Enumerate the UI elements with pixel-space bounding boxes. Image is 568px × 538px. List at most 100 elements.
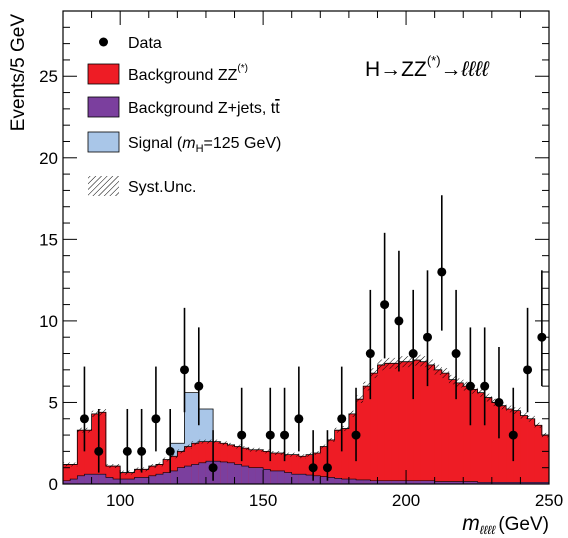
zjets-background-bar bbox=[334, 478, 343, 484]
zjets-background-bar bbox=[356, 479, 364, 484]
zjets-background-bar bbox=[527, 482, 536, 484]
zz-background-bar bbox=[84, 430, 92, 484]
signal-bar bbox=[184, 392, 193, 447]
zjets-background-bar bbox=[98, 474, 107, 484]
zz-background-bar bbox=[448, 379, 457, 484]
zjets-background-bar bbox=[363, 479, 371, 484]
zz-background-bar bbox=[327, 439, 335, 484]
data-point bbox=[322, 463, 332, 473]
y-tick-label: 25 bbox=[39, 67, 58, 86]
zz-background-bar bbox=[263, 451, 271, 484]
zz-background-bar bbox=[498, 405, 507, 484]
data-point bbox=[237, 430, 247, 440]
zjets-background-bar bbox=[148, 475, 157, 484]
y-tick-label: 20 bbox=[39, 149, 58, 168]
legend-zjets-text: Background Z+jets, t bbox=[128, 100, 276, 117]
zz-background-bar bbox=[163, 459, 171, 484]
data-point bbox=[494, 397, 504, 407]
legend-zz-sup: (*) bbox=[237, 63, 248, 74]
zjets-background-bar bbox=[263, 469, 271, 484]
zjets-background-bar bbox=[270, 470, 278, 484]
zz-background-bar bbox=[427, 364, 436, 484]
zjets-background-bar bbox=[298, 474, 307, 484]
zjets-background-bar bbox=[205, 461, 214, 484]
zjets-background-bar bbox=[70, 479, 78, 484]
legend-zz-text: Background ZZ bbox=[128, 67, 238, 84]
zjets-background-bar bbox=[491, 482, 500, 484]
legend-zz-label: Background ZZ(*) bbox=[128, 63, 248, 84]
zjets-background-bar bbox=[477, 482, 486, 484]
zz-background-bar bbox=[398, 361, 407, 484]
zz-background-bar bbox=[363, 386, 371, 484]
x-axis-label-unit: (GeV) bbox=[498, 514, 549, 535]
zz-background-bar bbox=[541, 435, 549, 484]
zz-background-bar bbox=[134, 469, 143, 484]
zz-background-bar bbox=[113, 466, 121, 484]
process-label-main: H→ZZ bbox=[365, 58, 427, 81]
zjets-background-bar bbox=[291, 474, 300, 484]
legend-signal-post: =125 GeV) bbox=[204, 135, 282, 152]
x-tick-label: 100 bbox=[106, 491, 134, 510]
data-point bbox=[79, 414, 89, 424]
x-tick-label: 150 bbox=[249, 491, 277, 510]
zjets-background-bar bbox=[427, 480, 436, 484]
signal-outline bbox=[169, 392, 214, 457]
zz-background-bar bbox=[527, 418, 536, 484]
zz-background-bar bbox=[370, 373, 378, 484]
data-point bbox=[552, 431, 561, 440]
data-point bbox=[294, 414, 304, 424]
zjets-background-bar bbox=[127, 479, 135, 484]
zz-background-bar bbox=[463, 386, 471, 484]
zz-background-bar bbox=[184, 446, 193, 484]
data-point bbox=[265, 430, 275, 440]
zjets-background-bar bbox=[448, 481, 457, 484]
legend-data-label: Data bbox=[128, 35, 162, 52]
zz-background-bar bbox=[120, 472, 128, 484]
legend-signal-m: m bbox=[182, 135, 195, 152]
data-point bbox=[451, 349, 461, 359]
x-axis-label-m: m bbox=[462, 512, 480, 535]
zjets-background-bar bbox=[170, 470, 178, 484]
zz-background-bar bbox=[470, 389, 478, 484]
zjets-background-bar bbox=[498, 482, 507, 484]
y-tick-label: 5 bbox=[49, 393, 58, 412]
zz-background-bar bbox=[520, 415, 528, 484]
legend-zjets-tbar: t bbox=[275, 100, 280, 117]
zz-background-bar bbox=[413, 360, 421, 484]
zz-background-bar bbox=[456, 382, 464, 484]
zjets-background-bar bbox=[484, 482, 493, 484]
zjets-background-bar bbox=[141, 477, 150, 484]
zjets-background-bar bbox=[77, 475, 85, 484]
zz-background-bar bbox=[63, 464, 71, 484]
zz-background-bar bbox=[270, 453, 278, 484]
plot-frame bbox=[62, 10, 550, 485]
legend-signal-swatch bbox=[87, 131, 120, 153]
data-point bbox=[523, 365, 533, 375]
zjets-background-bar bbox=[470, 481, 478, 484]
y-tick-label: 0 bbox=[49, 475, 58, 494]
data-point bbox=[423, 332, 432, 342]
zjets-background-bar bbox=[441, 481, 450, 484]
zjets-background-bar bbox=[227, 462, 235, 484]
legend: Data Background ZZ(*) Background Z+jets, t… bbox=[87, 35, 282, 196]
x-tick-label: 200 bbox=[392, 491, 420, 510]
zjets-background-bar bbox=[284, 472, 293, 484]
zjets-background-bar bbox=[198, 462, 207, 484]
data-point bbox=[480, 381, 490, 391]
zjets-background-bar bbox=[420, 480, 428, 484]
zjets-background-bar bbox=[241, 466, 250, 484]
x-axis-label: mℓℓℓℓ (GeV) bbox=[462, 512, 549, 537]
zz-background-bar bbox=[513, 410, 521, 484]
zz-background-bar bbox=[170, 456, 178, 484]
zz-background-bar bbox=[77, 430, 85, 484]
signal-bar bbox=[198, 408, 207, 442]
zz-background-bar bbox=[377, 364, 386, 484]
zjets-background-bar bbox=[406, 480, 414, 484]
process-label: H→ZZ(*)→ℓℓℓℓ bbox=[365, 53, 490, 81]
data-point bbox=[337, 414, 347, 424]
legend-signal-sub: H bbox=[196, 143, 204, 155]
zjets-background-bar bbox=[413, 480, 421, 484]
zz-background-bar bbox=[105, 466, 114, 484]
signal-bar bbox=[177, 443, 185, 452]
signal-bar bbox=[191, 392, 200, 444]
